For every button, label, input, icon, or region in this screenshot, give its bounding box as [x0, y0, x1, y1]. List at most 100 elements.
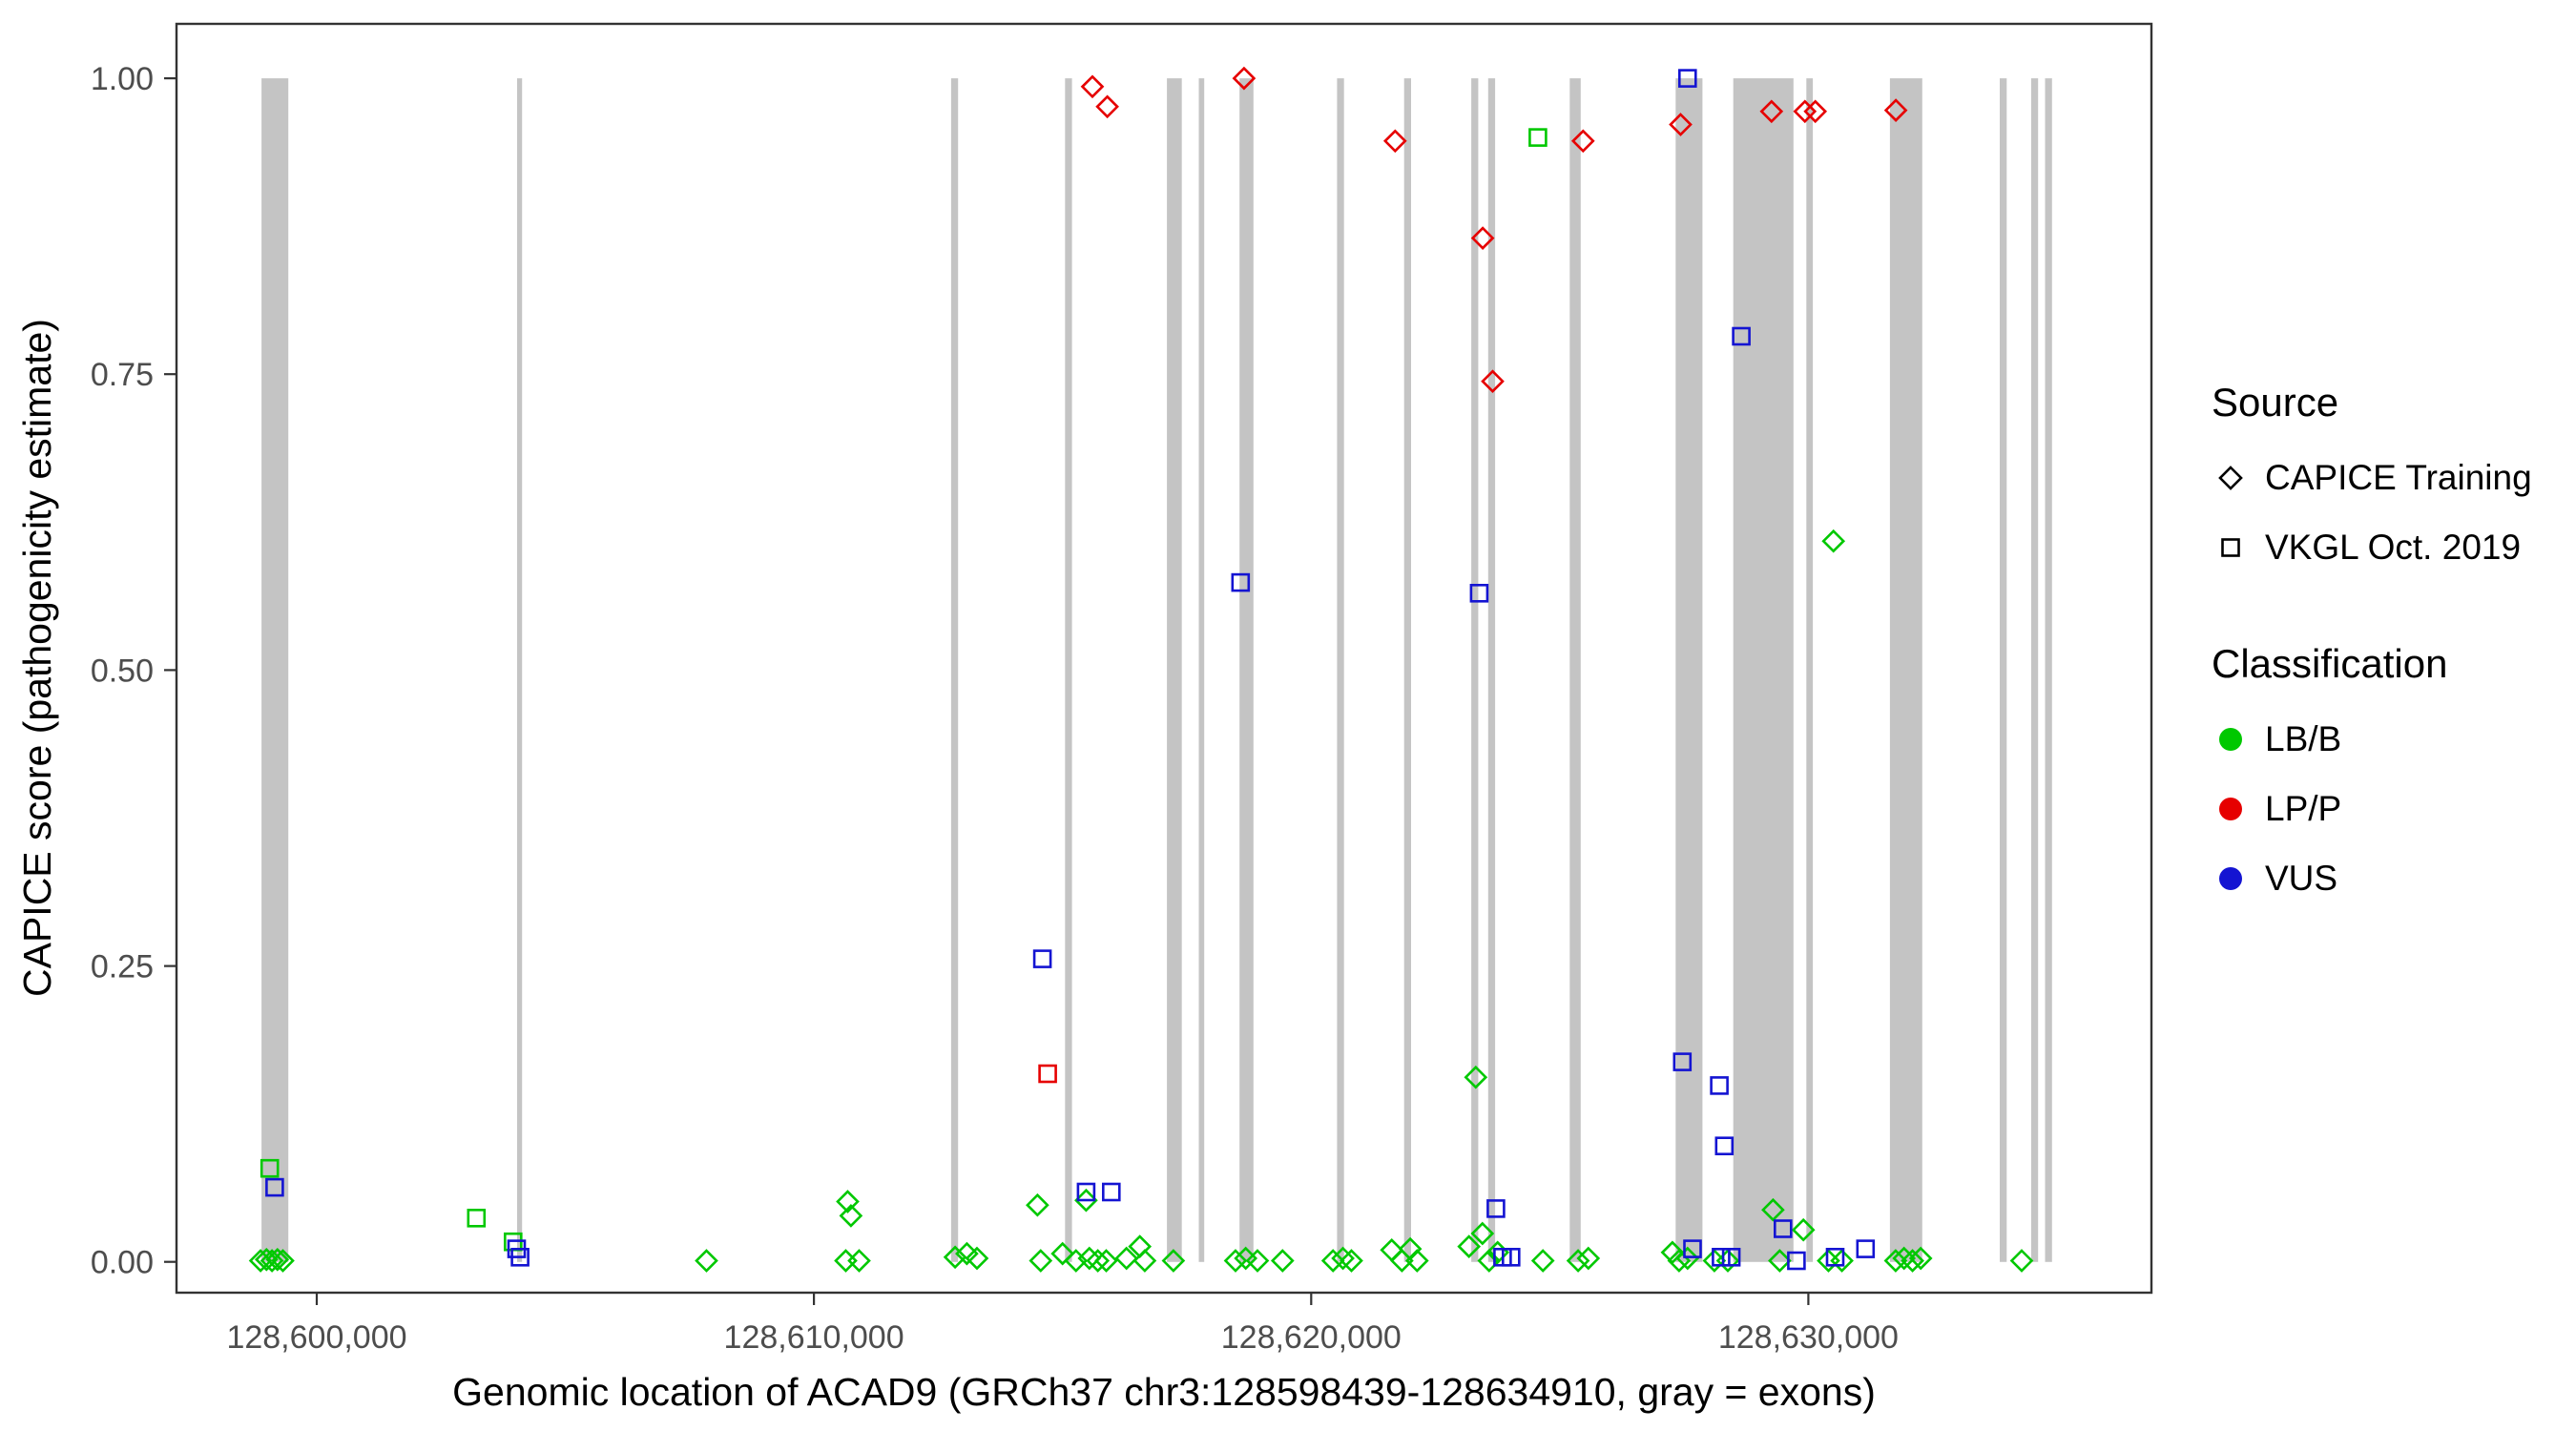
x-axis-title: Genomic location of ACAD9 (GRCh37 chr3:1…: [452, 1370, 1876, 1414]
legend-classification-title: Classification: [2212, 641, 2448, 686]
legend-item-capice-training: CAPICE Training: [2212, 443, 2532, 512]
blue-dot-icon: [2219, 866, 2242, 890]
data-point-diamond: [1404, 1249, 1429, 1273]
legend-item-label: LB/B: [2265, 718, 2342, 758]
data-point-diamond: [1768, 1249, 1792, 1273]
data-point-square: [1721, 1248, 1741, 1267]
data-point-diamond: [955, 1241, 979, 1266]
data-point-diamond: [1793, 99, 1818, 124]
data-point-diamond: [1026, 1192, 1049, 1217]
data-point-square: [510, 1248, 530, 1267]
y-tick-label: 1.00: [91, 61, 154, 97]
data-point-square: [1672, 1052, 1693, 1071]
exon-bar: [1675, 78, 1703, 1262]
data-point-diamond: [1086, 1249, 1111, 1273]
data-point-diamond: [1382, 129, 1407, 154]
x-tick-label: 128,620,000: [1221, 1319, 1402, 1356]
exon-bar: [1337, 78, 1344, 1262]
x-tick-label: 128,630,000: [1718, 1319, 1899, 1356]
exon-bar: [1487, 78, 1496, 1262]
data-point-square: [1714, 1136, 1735, 1155]
data-point-diamond: [836, 1190, 860, 1213]
legend-item-vus: VUS: [2212, 843, 2532, 913]
data-point-square: [1528, 128, 1548, 147]
data-point-diamond: [1530, 1249, 1555, 1273]
x-tick-label: 128,600,000: [226, 1319, 406, 1356]
exon-bar: [261, 78, 289, 1262]
data-point-diamond: [695, 1249, 718, 1273]
exon-bar: [1569, 78, 1581, 1262]
data-point-diamond: [1675, 1246, 1700, 1271]
exon-bar: [1167, 78, 1182, 1262]
exon-bar: [1806, 78, 1814, 1262]
exon-bar: [950, 78, 959, 1262]
data-point-diamond: [1094, 1249, 1118, 1273]
data-point-diamond: [1715, 1249, 1740, 1273]
data-point-diamond: [1132, 1249, 1157, 1273]
legend-source-group: Source CAPICE Training VKGL Oct. 2019: [2212, 380, 2532, 582]
exon-bar: [1733, 78, 1794, 1262]
data-point-diamond: [260, 1249, 284, 1273]
legend-item-label: CAPICE Training: [2265, 457, 2532, 497]
data-point-diamond: [1470, 1221, 1495, 1246]
data-point-diamond: [1270, 1249, 1295, 1273]
data-point-square: [1787, 1251, 1806, 1271]
legend-item-vkgl: VKGL Oct. 2019: [2212, 512, 2532, 582]
data-point-square: [1231, 572, 1251, 592]
data-point-diamond: [1320, 1249, 1345, 1273]
diamond-icon: [2218, 465, 2243, 490]
data-point-square: [1076, 1182, 1096, 1202]
data-point-diamond: [1566, 1249, 1590, 1273]
data-point-diamond: [1064, 1249, 1089, 1273]
data-point-square: [1683, 1239, 1702, 1258]
data-point-diamond: [1669, 113, 1693, 136]
y-tick-label: 0.25: [91, 949, 154, 985]
data-point-diamond: [1576, 1246, 1601, 1271]
data-point-diamond: [1340, 1249, 1363, 1273]
data-point-diamond: [1761, 1197, 1785, 1222]
data-point-diamond: [1817, 1249, 1840, 1273]
data-point-diamond: [834, 1249, 858, 1273]
data-point-diamond: [1901, 1249, 1924, 1273]
exon-bar: [1471, 78, 1479, 1262]
data-point-diamond: [1702, 1249, 1727, 1273]
data-point-square: [265, 1177, 284, 1197]
data-point-diamond: [1232, 66, 1257, 91]
data-point-diamond: [1074, 1188, 1098, 1213]
data-point-square: [260, 1158, 280, 1178]
square-icon: [2221, 537, 2240, 557]
data-point-diamond: [1477, 1249, 1502, 1273]
data-point-diamond: [965, 1246, 989, 1271]
y-tick-label: 0.00: [91, 1245, 154, 1281]
x-tick-label: 128,610,000: [724, 1319, 904, 1356]
data-point-diamond: [1331, 1246, 1355, 1271]
data-point-square: [1774, 1219, 1793, 1238]
red-dot-icon: [2219, 797, 2242, 820]
data-point-square: [1732, 326, 1751, 346]
data-point-diamond: [2009, 1249, 2034, 1273]
data-point-diamond: [1470, 226, 1495, 250]
data-point-square: [1856, 1239, 1876, 1258]
data-point-diamond: [1570, 129, 1595, 154]
data-point-diamond: [1223, 1249, 1248, 1273]
data-point-diamond: [265, 1247, 290, 1272]
data-point-diamond: [1892, 1246, 1917, 1271]
data-point-diamond: [1803, 99, 1828, 124]
data-point-diamond: [1380, 1237, 1404, 1262]
data-point-square: [1502, 1248, 1521, 1267]
data-point-diamond: [1457, 1234, 1482, 1258]
data-point-diamond: [254, 1247, 279, 1272]
data-point-diamond: [1464, 1065, 1488, 1089]
exon-bar: [1065, 78, 1072, 1262]
data-point-diamond: [1095, 94, 1119, 119]
data-point-square: [1825, 1248, 1845, 1267]
data-point-diamond: [1080, 74, 1105, 99]
data-point-diamond: [1114, 1246, 1139, 1271]
panel-border: [175, 22, 2153, 1295]
data-point-square: [1038, 1064, 1057, 1084]
exon-bar: [1239, 78, 1254, 1262]
data-point-diamond: [271, 1249, 295, 1273]
data-point-diamond: [1077, 1246, 1102, 1271]
data-point-diamond: [1883, 98, 1908, 122]
